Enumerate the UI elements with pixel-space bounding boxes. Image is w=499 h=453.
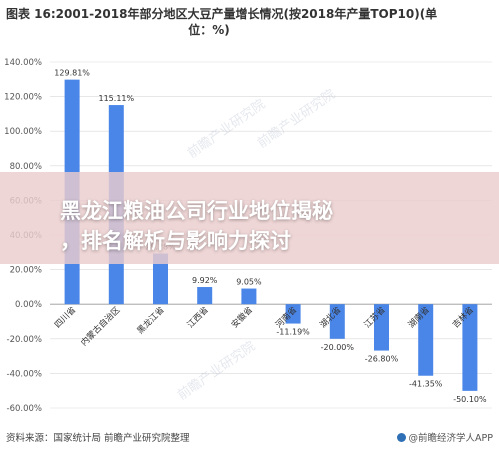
y-tick-label: -40.00% bbox=[7, 369, 42, 379]
y-tick-label: 140.00% bbox=[4, 58, 42, 68]
x-tick-label: 内蒙古自治区 bbox=[79, 304, 123, 348]
bar bbox=[374, 304, 389, 351]
article-title-line2: ，排名解析与影响力探讨 bbox=[60, 229, 291, 253]
data-label: -20.00% bbox=[321, 343, 355, 352]
y-tick-label: 80.00% bbox=[10, 162, 42, 172]
y-tick-label: -20.00% bbox=[7, 335, 42, 345]
chart-title-line1: 图表 16:2001-2018年部分地区大豆产量增长情况(按2018年产量TOP… bbox=[6, 7, 438, 21]
footer: 资料来源：国家统计局 前瞻产业研究院整理 @前瞻经济学人APP bbox=[6, 428, 493, 446]
data-label: 9.92% bbox=[192, 276, 218, 285]
data-label: 115.11% bbox=[99, 94, 135, 103]
x-tick-label: 黑龙江省 bbox=[135, 304, 167, 336]
article-title-line1: 黑龙江粮油公司行业地位揭秘 bbox=[60, 199, 333, 223]
bar bbox=[153, 253, 168, 305]
data-label: -41.35% bbox=[409, 380, 443, 389]
y-tick-label: 20.00% bbox=[10, 266, 42, 276]
bar bbox=[462, 304, 478, 391]
data-label: -50.10% bbox=[453, 395, 487, 404]
y-tick-label: -60.00% bbox=[7, 404, 42, 414]
chart-title: 图表 16:2001-2018年部分地区大豆产量增长情况(按2018年产量TOP… bbox=[6, 6, 492, 38]
x-tick-label: 江西省 bbox=[185, 304, 211, 330]
data-label: -11.19% bbox=[276, 328, 310, 337]
y-tick-label: 120.00% bbox=[4, 93, 42, 103]
x-tick-label: 四川省 bbox=[52, 304, 78, 330]
bar bbox=[329, 304, 345, 339]
x-tick-label: 安徽省 bbox=[229, 304, 255, 330]
footer-brand: @前瞻经济学人APP bbox=[396, 430, 493, 444]
data-label: 129.81% bbox=[54, 69, 90, 78]
article-title-banner bbox=[0, 172, 499, 264]
y-tick-label: 100.00% bbox=[4, 127, 42, 137]
brand-logo-icon bbox=[396, 433, 406, 442]
footer-brand-label: @前瞻经济学人APP bbox=[408, 433, 493, 444]
article-title: 黑龙江粮油公司行业地位揭秘 ，排名解析与影响力探讨 bbox=[60, 196, 480, 256]
data-label: 9.05% bbox=[236, 278, 262, 287]
bar bbox=[241, 288, 257, 305]
bar bbox=[197, 287, 213, 305]
y-tick-label: 0.00% bbox=[15, 300, 42, 310]
data-label: -26.80% bbox=[365, 355, 399, 364]
bar bbox=[285, 304, 301, 324]
chart-title-line2: 位：%) bbox=[188, 23, 230, 37]
footer-source: 资料来源：国家统计局 前瞻产业研究院整理 bbox=[6, 433, 190, 444]
bar bbox=[418, 304, 434, 376]
